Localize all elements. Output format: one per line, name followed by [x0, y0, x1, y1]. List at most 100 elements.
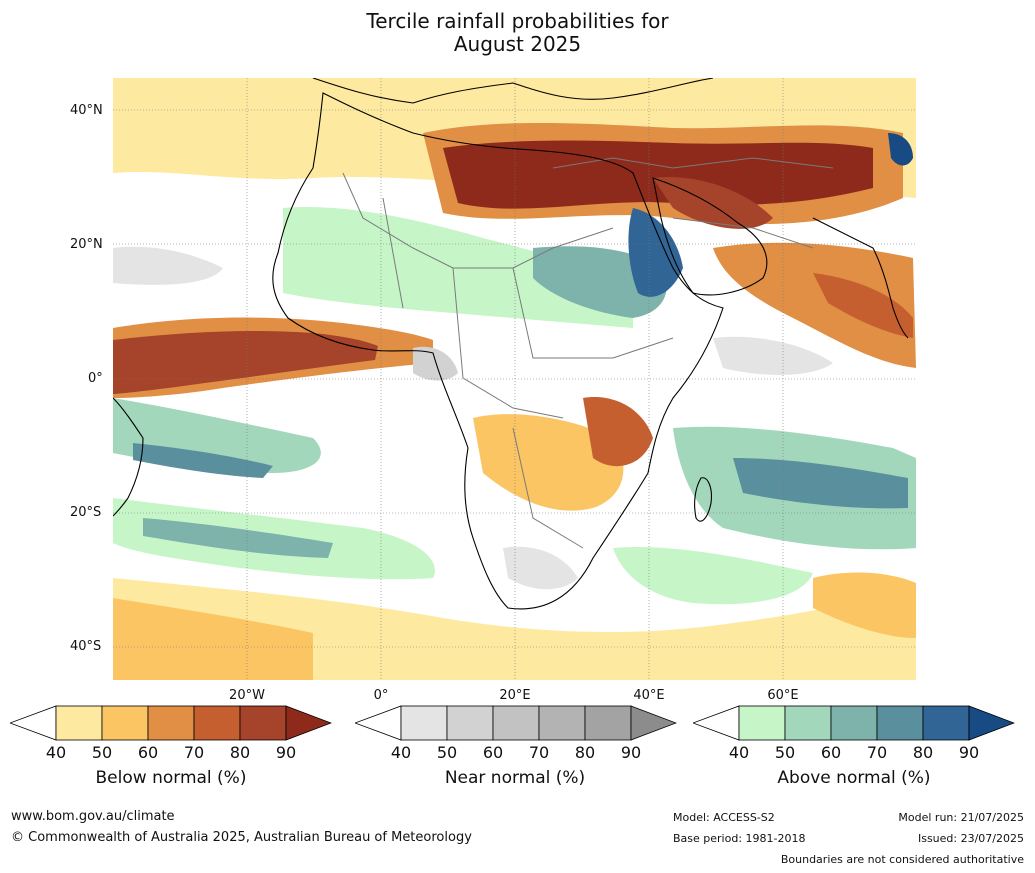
cbar-above-tick: 70: [866, 743, 888, 762]
cbar-near-tick: 90: [620, 743, 642, 762]
cbar-near-tick: 60: [482, 743, 504, 762]
atlantic-grey: [113, 246, 223, 285]
cbar-below-tick: 60: [137, 743, 159, 762]
cbar-below-seg-4: [193, 705, 241, 741]
cbar-near-seg-2: [446, 705, 494, 741]
cbar-below-tick: 90: [275, 743, 297, 762]
europe-coast: [312, 78, 714, 104]
cbar-below-seg-1: [55, 705, 103, 741]
map-title: Tercile rainfall probabilities for Augus…: [0, 10, 1035, 56]
cbar-below-high-extend: [285, 705, 333, 741]
cbar-below-seg-3: [147, 705, 195, 741]
africa-coast: [272, 92, 724, 610]
indian-ocean-teal: [733, 458, 908, 509]
cbar-near-tick: 40: [390, 743, 412, 762]
cbar-below-seg-2: [101, 705, 149, 741]
footer-copyright: © Commonwealth of Australia 2025, Austra…: [11, 830, 472, 845]
cbar-below-tick: 50: [91, 743, 113, 762]
lon-label-60e: 60°E: [767, 688, 799, 703]
cbar-above-low-extend: [691, 705, 740, 741]
cbar-above-seg-5: [922, 705, 970, 741]
footer-disclaimer: Boundaries are not considered authoritat…: [780, 853, 1024, 866]
colorbar-above-svg: [691, 705, 1016, 741]
cbar-above-tick: 80: [912, 743, 934, 762]
coastlines: [113, 78, 909, 610]
south-orange: [113, 598, 313, 680]
cbar-above-tick: 50: [774, 743, 796, 762]
se-africa-orange: [583, 397, 653, 467]
colorbar-below-label: Below normal (%): [95, 768, 247, 788]
cbar-below-tick: 80: [229, 743, 251, 762]
lon-label-0: 0°: [373, 688, 389, 703]
cbar-above-high-extend: [968, 705, 1016, 741]
southern-africa-orange: [473, 414, 624, 511]
lon-label-20e: 20°E: [499, 688, 531, 703]
footer-url[interactable]: www.bom.gov.au/climate: [11, 809, 175, 824]
colorbar-below-svg: [8, 705, 333, 741]
cbar-near-seg-5: [584, 705, 632, 741]
colorbar-near-normal: 40 50 60 70 80 90: [353, 705, 678, 762]
lon-label-20w: 20°W: [229, 688, 265, 703]
tropical-atlantic-teal: [133, 443, 273, 478]
cbar-above-tick: 60: [820, 743, 842, 762]
footer-issued: Issued: 23/07/2025: [917, 832, 1024, 845]
title-line-1: Tercile rainfall probabilities for: [366, 9, 669, 33]
colorbar-near-svg: [353, 705, 678, 741]
title-line-2: August 2025: [453, 32, 582, 56]
cbar-above-tick: 40: [728, 743, 750, 762]
lat-label-20n: 20°N: [70, 237, 103, 252]
south-america-coast: [113, 397, 144, 517]
graticule: [113, 78, 916, 680]
cbar-above-seg-2: [784, 705, 832, 741]
lat-label-20s: 20°S: [70, 505, 102, 520]
cbar-above-tick: 90: [958, 743, 980, 762]
forecast-map: [113, 78, 916, 680]
footer-model: Model: ACCESS-S2: [673, 811, 775, 824]
lat-label-0: 0°: [88, 371, 103, 386]
cbar-below-tick: 40: [45, 743, 67, 762]
india-coast: [812, 217, 909, 339]
colorbar-below-normal: 40 50 60 70 80 90: [8, 705, 333, 762]
cbar-near-tick: 50: [436, 743, 458, 762]
sw-indian-green: [613, 547, 813, 605]
map-svg: [113, 78, 916, 680]
lon-label-40e: 40°E: [633, 688, 665, 703]
india-orange: [713, 242, 916, 368]
colorbar-above-label: Above normal (%): [777, 768, 931, 788]
cbar-near-seg-4: [538, 705, 586, 741]
near-normal-regions: [113, 246, 833, 590]
se-indian-orange: [813, 572, 916, 638]
cbar-below-seg-5: [239, 705, 287, 741]
below-normal-regions: [113, 78, 916, 680]
cbar-near-low-extend: [353, 705, 402, 741]
cbar-near-tick: 80: [574, 743, 596, 762]
indian-grey: [713, 336, 833, 375]
cbar-near-high-extend: [630, 705, 678, 741]
gulf-guinea-core: [113, 330, 378, 394]
cbar-near-tick: 70: [528, 743, 550, 762]
cbar-near-seg-1: [400, 705, 448, 741]
nw-asia-blue: [888, 133, 913, 166]
cbar-below-tick: 70: [183, 743, 205, 762]
cbar-above-seg-4: [876, 705, 924, 741]
cbar-near-seg-3: [492, 705, 540, 741]
lat-label-40s: 40°S: [70, 639, 102, 654]
arabia-coast: [652, 177, 768, 296]
south-atlantic-teal: [143, 518, 333, 558]
colorbar-near-label: Near normal (%): [444, 768, 586, 788]
lat-label-40n: 40°N: [70, 103, 103, 118]
colorbar-above-normal: 40 50 60 70 80 90: [691, 705, 1016, 762]
footer-base-period: Base period: 1981-2018: [673, 832, 806, 845]
india-deep: [813, 273, 913, 338]
footer-model-run: Model run: 21/07/2025: [898, 811, 1024, 824]
south-africa-grey: [503, 546, 578, 590]
west-africa-grey: [413, 346, 458, 381]
ethiopia-blue: [628, 208, 683, 297]
south-yellow: [113, 578, 916, 680]
cbar-above-seg-3: [830, 705, 878, 741]
cbar-above-seg-1: [738, 705, 786, 741]
sahara-dark: [443, 140, 873, 209]
cbar-below-low-extend: [8, 705, 57, 741]
country-borders: [342, 157, 834, 549]
madagascar-coast: [694, 477, 712, 522]
